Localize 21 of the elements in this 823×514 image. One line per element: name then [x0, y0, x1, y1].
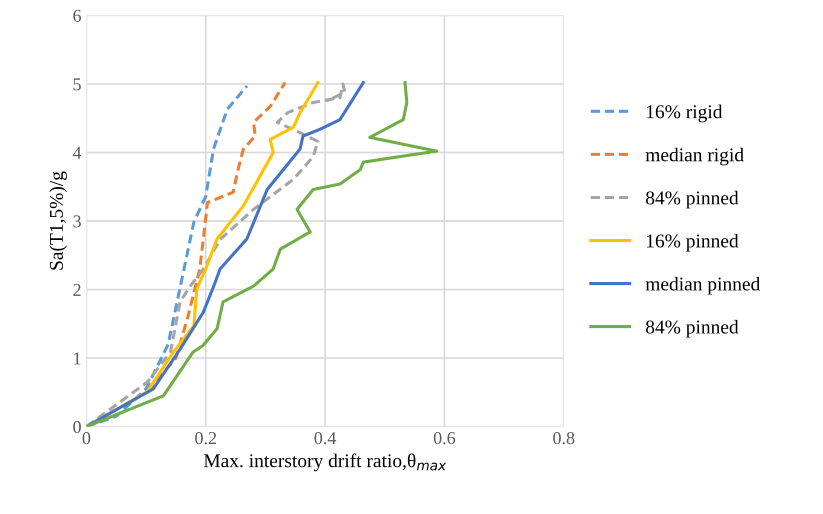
- legend-label: median rigid: [646, 148, 744, 166]
- legend-label: 84% pinned: [646, 320, 738, 338]
- y-tick-label: 3: [73, 215, 81, 228]
- y-axis-title: Sa(T1,5%)/g: [49, 171, 67, 270]
- line-series: [86, 81, 438, 427]
- x-tick-label: 0: [82, 432, 90, 444]
- x-tick-label: 0.4: [314, 432, 336, 444]
- y-tick-label: 0: [73, 420, 81, 434]
- y-tick-label: 5: [74, 78, 81, 90]
- x-tick-label: 0.6: [434, 432, 456, 444]
- legend-label: 16% rigid: [646, 104, 722, 122]
- y-tick-label: 6: [73, 10, 82, 22]
- legend-label: 16% pinned: [646, 234, 738, 252]
- y-tick-label: 2: [73, 284, 81, 296]
- x-tick-label: 0.8: [553, 432, 574, 444]
- legend-label: 84% pinned: [646, 190, 738, 208]
- x-axis-title: Max. interstory drift ratio,θ$_{max}$: [204, 453, 446, 472]
- x-tick-label: 0.2: [195, 432, 216, 444]
- y-tick-label: 1: [74, 352, 80, 364]
- y-tick-label: 4: [72, 146, 82, 159]
- legend-label: median pinned: [646, 276, 760, 294]
